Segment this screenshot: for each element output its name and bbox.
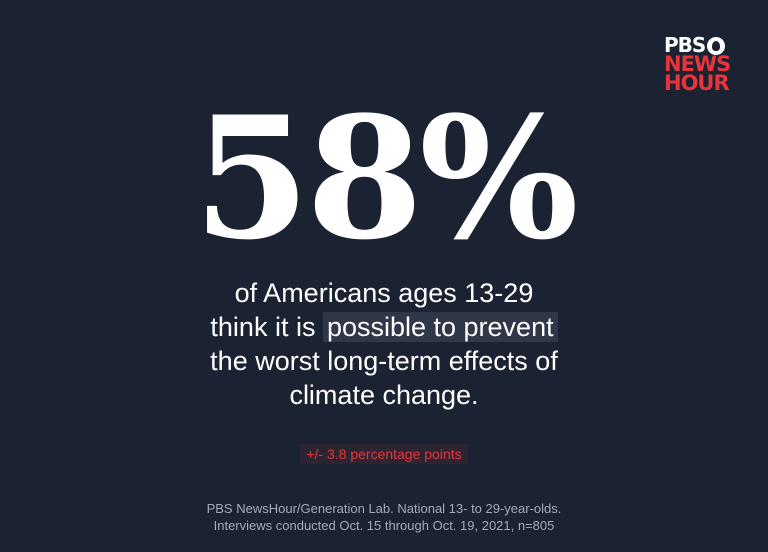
statement-line-4: climate change. [289, 380, 479, 410]
statement-line-1: of Americans ages 13-29 [234, 278, 534, 308]
statement-line-3: the worst long-term effects of [210, 346, 558, 376]
source-line-2: Interviews conducted Oct. 15 through Oct… [213, 518, 555, 533]
statement-highlight: possible to prevent [322, 312, 558, 342]
headline-percentage: 58% [193, 79, 578, 277]
pbs-newshour-logo: PBS NEWS HOUR [664, 33, 740, 95]
statement-line-2: think it is possible to prevent [0, 310, 768, 344]
logo-pbs-text: PBS [664, 33, 706, 57]
logo-hour-text: HOUR [664, 71, 730, 95]
statement-line-2-prefix: think it is [210, 312, 323, 342]
pbs-head-icon [707, 36, 726, 55]
source-note: PBS NewsHour/Generation Lab. National 13… [0, 500, 768, 534]
margin-of-error-badge: +/- 3.8 percentage points [300, 444, 468, 464]
margin-of-error: +/- 3.8 percentage points [0, 444, 768, 464]
logo-news-text: NEWS [664, 52, 731, 76]
source-line-1: PBS NewsHour/Generation Lab. National 13… [206, 501, 562, 516]
statement-text: of Americans ages 13-29 think it is poss… [0, 276, 768, 412]
